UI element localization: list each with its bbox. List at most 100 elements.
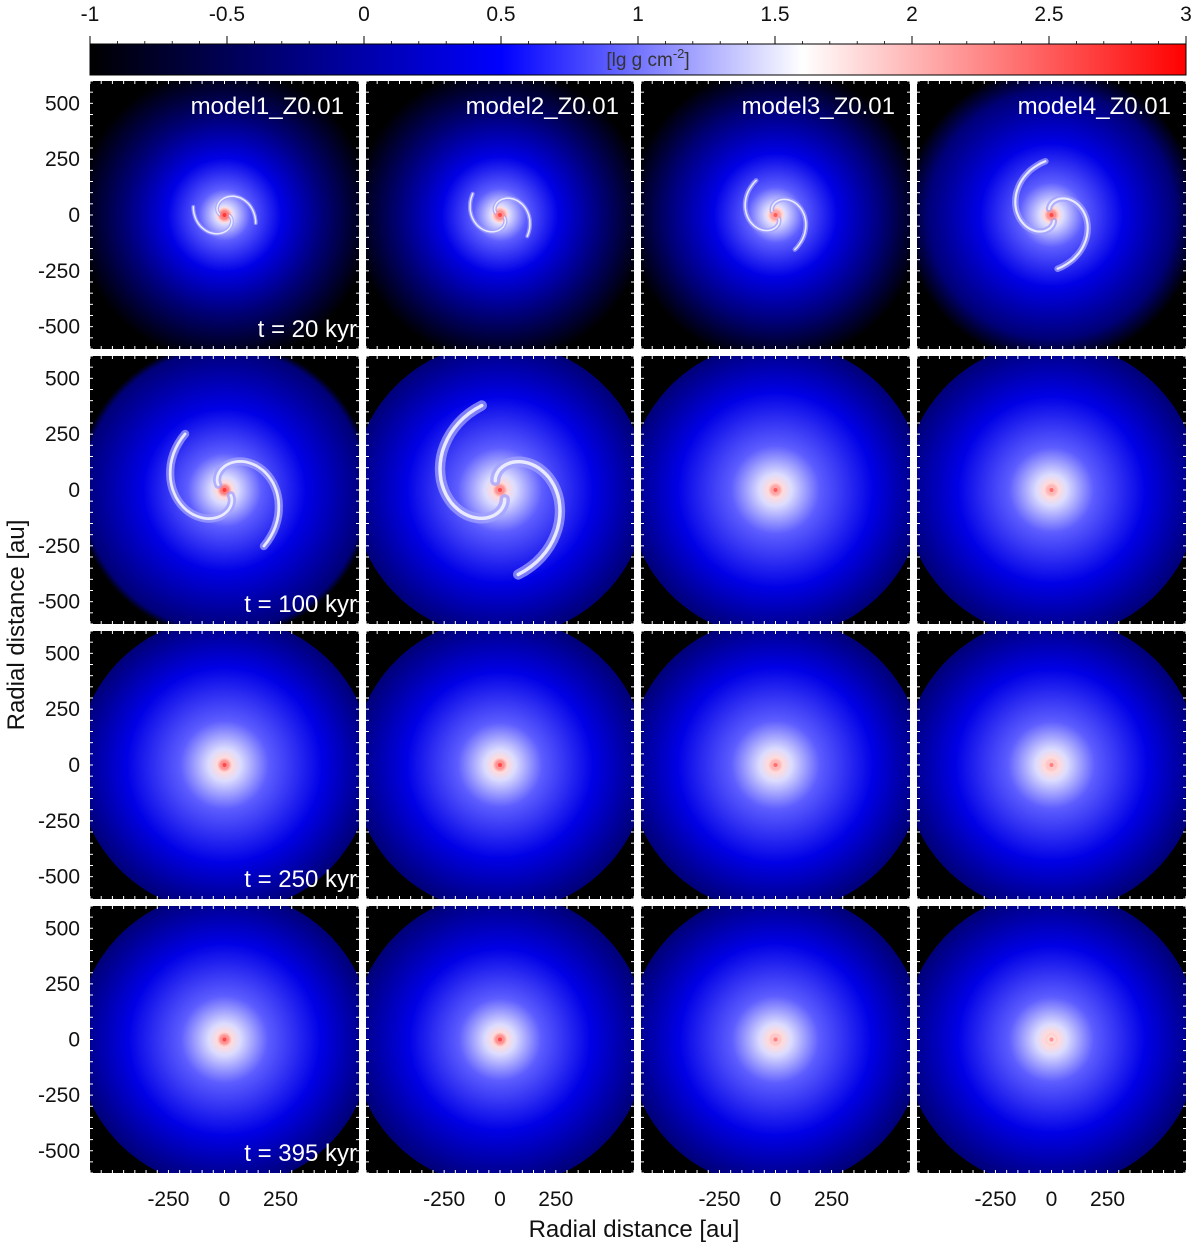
time-label: t = 395 kyr <box>244 1140 357 1167</box>
panel-ticks <box>640 630 911 900</box>
spiral-arm-ridge <box>216 195 257 224</box>
y-tick-label: -250 <box>38 260 80 283</box>
central-core-peak <box>1049 763 1054 767</box>
y-tick-label: -250 <box>38 810 80 833</box>
panel-r4-c2 <box>365 905 635 1174</box>
panel-r1-c1: model1_Z0.01t = 20 kyr <box>89 80 360 350</box>
y-tick-label: 0 <box>68 479 80 502</box>
y-tick-label: 250 <box>45 698 80 721</box>
y-tick-label: -250 <box>38 535 80 558</box>
panel-ticks <box>916 355 1187 625</box>
central-core-peak <box>222 763 227 767</box>
panel-ticks <box>916 630 1187 900</box>
spiral-arm-ridge <box>493 459 562 577</box>
panel-ticks <box>640 355 911 625</box>
colorbar-tick-label: 1 <box>632 3 644 26</box>
panel-ticks <box>640 80 911 350</box>
panel-ticks <box>365 905 635 1174</box>
panel-r4-c1: t = 395 kyr <box>89 905 360 1174</box>
y-tick-label: -250 <box>38 1084 80 1107</box>
x-tick-label: 0 <box>219 1188 231 1211</box>
time-label: t = 100 kyr <box>244 591 357 618</box>
x-tick-label: -250 <box>423 1188 465 1211</box>
colorbar-tick-label: 1.5 <box>760 3 789 26</box>
y-tick-label: 500 <box>45 367 80 390</box>
x-tick-label: 0 <box>494 1188 506 1211</box>
panel-r4-c4 <box>916 905 1187 1174</box>
panel-ticks <box>916 905 1187 1174</box>
y-tick-label: 500 <box>45 917 80 940</box>
panel-r1-c2: model2_Z0.01 <box>365 80 635 350</box>
x-tick-label: 250 <box>263 1188 298 1211</box>
x-tick-label: 0 <box>1046 1188 1058 1211</box>
panel-ticks <box>89 355 360 625</box>
central-core-peak <box>773 1037 778 1042</box>
panel-r3-c2 <box>365 630 635 900</box>
spiral-arm-ridge <box>1014 160 1055 233</box>
panel-r3-c4 <box>916 630 1187 900</box>
y-tick-label: 250 <box>45 148 80 171</box>
y-tick-label: -500 <box>38 591 80 614</box>
x-tick-label: -250 <box>698 1188 740 1211</box>
central-core-peak <box>222 213 227 217</box>
y-tick-label: 250 <box>45 973 80 996</box>
colorbar: -1 -0.5 0 0.5 1 1.5 2 2.5 3 [lg g cm-2] <box>81 3 1192 76</box>
y-tick-label: 0 <box>68 204 80 227</box>
panel-r1-c4: model4_Z0.01 <box>916 80 1187 350</box>
panel-r2-c4 <box>916 355 1187 625</box>
spiral-arms <box>191 194 258 236</box>
panel-grid: model1_Z0.01t = 20 kyr model2_Z0.01 model3… <box>89 80 1187 1174</box>
central-core-peak <box>773 213 778 217</box>
colorbar-label: [lg g cm-2] <box>606 46 689 71</box>
colorbar-ticks <box>89 36 1187 44</box>
model-label: model2_Z0.01 <box>466 93 619 120</box>
panel-ticks <box>916 80 1187 350</box>
x-tick-label: 250 <box>1090 1188 1125 1211</box>
panel-ticks <box>89 630 360 900</box>
panel-r2-c3 <box>640 355 911 625</box>
spiral-arm-ridge <box>215 460 281 548</box>
y-tick-label: 250 <box>45 423 80 446</box>
x-tick-label: 250 <box>814 1188 849 1211</box>
spiral-arm-ridge <box>438 403 507 521</box>
y-tick-label: 500 <box>45 92 80 115</box>
central-core-peak <box>773 488 778 492</box>
x-tick-label: -250 <box>147 1188 189 1211</box>
y-tick-label: 0 <box>68 754 80 777</box>
spiral-arm-ridge <box>1048 197 1089 270</box>
time-label: t = 250 kyr <box>244 866 357 893</box>
y-tick-label: 500 <box>45 642 80 665</box>
panel-ticks <box>89 905 360 1174</box>
panel-r3-c3 <box>640 630 911 900</box>
colorbar-tick-label: 2.5 <box>1034 3 1063 26</box>
model-label: model1_Z0.01 <box>191 93 344 120</box>
spiral-arms <box>468 191 532 239</box>
y-axis-label: Radial distance [au] <box>3 520 30 731</box>
central-core-peak <box>1049 1037 1054 1042</box>
spiral-arm-ridge <box>493 197 531 237</box>
spiral-arm-ridge <box>168 432 234 520</box>
y-tick-label: -500 <box>38 1140 80 1163</box>
spiral-arms <box>166 429 283 551</box>
central-core-peak <box>498 1037 502 1042</box>
spiral-arm-ridge <box>192 206 233 235</box>
y-tick-label: 0 <box>68 1029 80 1052</box>
panel-ticks <box>89 80 360 350</box>
y-tick-labels: 500 250 0 -250 -500 500 250 0 -250 -500 500 250 0 -25… <box>38 92 80 1162</box>
panel-ticks <box>365 80 635 350</box>
panel-ticks <box>365 355 635 625</box>
central-core-peak <box>773 763 778 767</box>
model-label: model3_Z0.01 <box>742 93 895 120</box>
x-tick-label: 0 <box>770 1188 782 1211</box>
y-tick-label: -500 <box>38 866 80 889</box>
colorbar-tick-label: 0 <box>358 3 370 26</box>
colorbar-gradient <box>89 43 1187 76</box>
spiral-arm-ridge <box>469 193 507 233</box>
central-core-peak <box>498 488 502 492</box>
spiral-arms <box>742 178 809 252</box>
central-core-peak <box>1049 488 1054 492</box>
central-core-peak <box>222 1037 227 1042</box>
panel-r4-c3 <box>640 905 911 1174</box>
model-label: model4_Z0.01 <box>1018 93 1171 120</box>
